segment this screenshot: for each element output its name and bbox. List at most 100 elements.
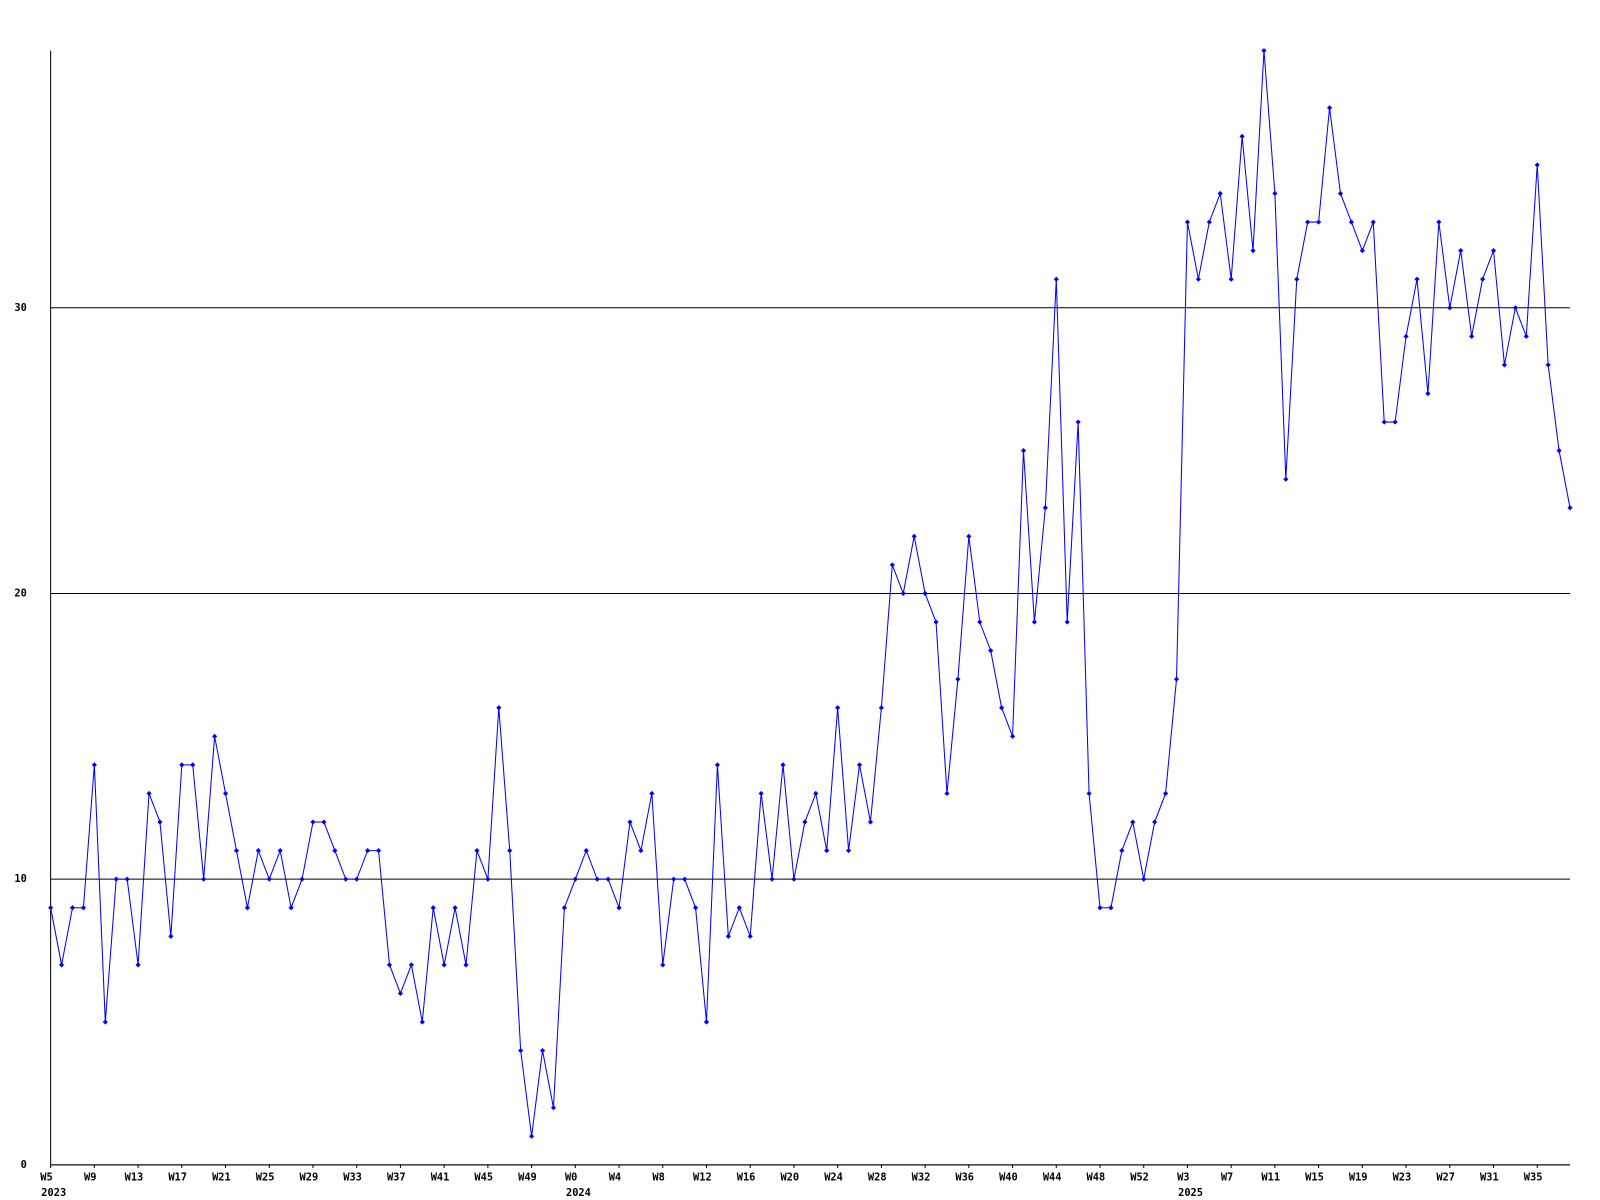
- marker: [1075, 419, 1081, 425]
- marker: [1163, 790, 1169, 797]
- marker: [703, 1019, 710, 1025]
- marker: [1392, 419, 1398, 425]
- marker: [1020, 448, 1027, 454]
- x-tick-label: W19: [1349, 1171, 1368, 1183]
- x-tick-label: W5: [40, 1171, 52, 1183]
- marker: [933, 619, 939, 625]
- x-tick-label: W52: [1130, 1171, 1149, 1183]
- marker: [321, 819, 327, 825]
- marker: [1501, 362, 1508, 368]
- marker: [889, 562, 895, 568]
- year-label: 2023: [41, 1187, 66, 1199]
- marker: [1359, 248, 1365, 254]
- marker: [1272, 190, 1278, 197]
- x-tick-label: W20: [780, 1171, 799, 1183]
- marker: [58, 962, 65, 968]
- x-tick-label: W45: [474, 1171, 493, 1183]
- marker: [1512, 305, 1518, 311]
- marker: [638, 848, 644, 854]
- marker: [1337, 190, 1344, 197]
- marker: [288, 905, 294, 911]
- marker: [922, 590, 928, 597]
- marker: [1534, 162, 1540, 168]
- marker: [1403, 333, 1409, 339]
- marker: [69, 905, 76, 911]
- marker: [1261, 48, 1267, 54]
- marker: [1119, 848, 1125, 854]
- marker: [201, 876, 207, 882]
- marker: [212, 733, 218, 739]
- marker: [1031, 619, 1038, 625]
- marker: [507, 848, 513, 854]
- marker: [408, 962, 414, 968]
- marker: [988, 648, 994, 654]
- marker: [1305, 219, 1311, 225]
- marker: [375, 848, 382, 854]
- marker: [1130, 819, 1136, 825]
- marker: [222, 790, 229, 797]
- marker: [157, 819, 163, 825]
- marker: [1064, 619, 1070, 625]
- marker: [1283, 476, 1289, 482]
- marker: [179, 762, 185, 768]
- marker: [485, 876, 491, 882]
- marker: [1425, 390, 1431, 397]
- marker: [1567, 505, 1573, 511]
- x-tick-label: W12: [693, 1171, 712, 1183]
- marker: [1458, 248, 1464, 254]
- y-tick-label: 30: [14, 302, 26, 314]
- marker: [878, 705, 884, 711]
- marker: [605, 876, 611, 882]
- marker: [1250, 248, 1256, 254]
- marker: [1086, 790, 1092, 797]
- marker: [397, 990, 404, 997]
- y-tick-label: 0: [21, 1159, 27, 1171]
- marker: [1436, 219, 1442, 225]
- x-tick-label: W8: [652, 1171, 664, 1183]
- marker: [255, 848, 261, 854]
- marker: [277, 848, 283, 854]
- marker: [791, 876, 797, 882]
- marker: [1173, 676, 1180, 682]
- marker: [583, 848, 589, 854]
- x-tick-label: W35: [1524, 1171, 1543, 1183]
- marker: [856, 762, 863, 768]
- marker: [343, 876, 349, 882]
- marker: [386, 962, 393, 968]
- x-tick-label: W25: [256, 1171, 275, 1183]
- marker: [496, 705, 502, 711]
- marker: [1370, 219, 1376, 225]
- marker: [430, 905, 436, 911]
- marker: [867, 819, 874, 825]
- year-label: 2024: [566, 1187, 591, 1199]
- marker: [233, 848, 240, 854]
- marker: [1053, 276, 1059, 282]
- marker: [1239, 133, 1245, 139]
- marker: [846, 848, 852, 854]
- marker: [1184, 219, 1191, 225]
- x-tick-label: W40: [999, 1171, 1018, 1183]
- x-tick-label: W16: [737, 1171, 756, 1183]
- marker: [616, 905, 622, 911]
- marker: [463, 962, 469, 968]
- marker: [835, 705, 841, 711]
- marker: [365, 848, 371, 854]
- x-tick-label: W4: [609, 1171, 621, 1183]
- marker: [725, 933, 731, 939]
- marker: [452, 905, 458, 911]
- marker: [518, 1047, 524, 1054]
- marker: [299, 876, 305, 882]
- marker: [1479, 276, 1486, 282]
- marker: [266, 876, 272, 882]
- marker: [146, 790, 152, 797]
- marker: [780, 762, 786, 768]
- x-tick-label: W32: [912, 1171, 931, 1183]
- x-tick-label: W49: [518, 1171, 537, 1183]
- marker: [1042, 505, 1048, 511]
- marker: [441, 962, 447, 968]
- x-tick-label: W31: [1480, 1171, 1499, 1183]
- x-tick-label: W17: [168, 1171, 187, 1183]
- marker: [660, 962, 666, 968]
- marker: [682, 876, 688, 882]
